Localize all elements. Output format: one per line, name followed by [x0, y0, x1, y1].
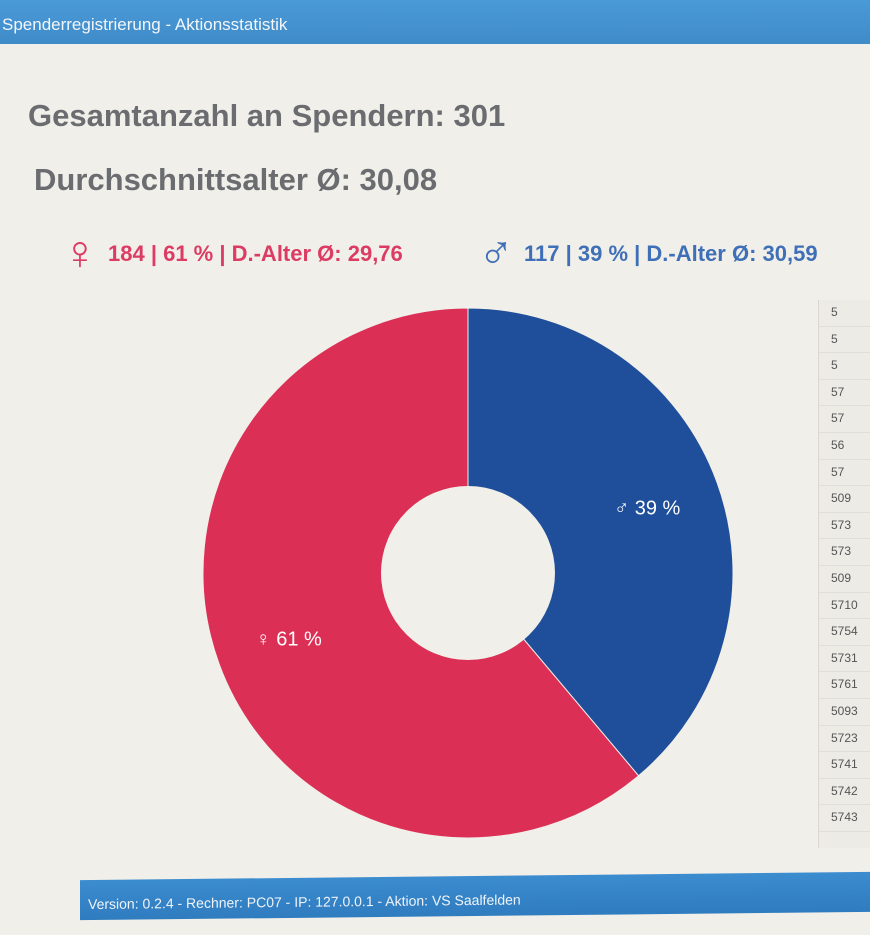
- female-stats: 184 | 61 % | D.-Alter Ø: 29,76: [108, 241, 403, 266]
- list-item[interactable]: 57: [819, 380, 870, 407]
- list-item[interactable]: 573: [819, 513, 870, 540]
- male-stats: 117 | 39 % | D.-Alter Ø: 30,59: [524, 241, 818, 266]
- list-item[interactable]: 509: [819, 566, 870, 593]
- list-item[interactable]: 5731: [819, 646, 870, 673]
- legend-male: ♂ 117 | 39 % | D.-Alter Ø: 30,59: [478, 230, 818, 278]
- list-item[interactable]: 5: [819, 353, 870, 380]
- status-footer: Version: 0.2.4 - Rechner: PC07 - IP: 127…: [80, 871, 870, 921]
- list-item[interactable]: 5093: [819, 699, 870, 726]
- donut-hole: [381, 486, 555, 660]
- list-item[interactable]: 5742: [819, 779, 870, 806]
- list-item[interactable]: 5754: [819, 619, 870, 646]
- title-bar: Spenderregistrierung - Aktionsstatistik: [0, 0, 870, 44]
- slice-label-female: ♀ 61 %: [256, 628, 322, 650]
- list-item[interactable]: 509: [819, 486, 870, 513]
- list-item[interactable]: 5743: [819, 805, 870, 832]
- female-icon: ♀: [62, 227, 98, 280]
- list-item[interactable]: 57: [819, 406, 870, 433]
- slice-label-male: ♂ 39 %: [614, 498, 680, 520]
- list-item[interactable]: 5710: [819, 593, 870, 620]
- side-list[interactable]: 5 5 5 57 57 56 57 509 573 573 509 5710 5754 5731 5761 5…: [818, 300, 870, 848]
- legend-female: ♀ 184 | 61 % | D.-Alter Ø: 29,76: [62, 230, 403, 278]
- male-icon: ♂: [478, 227, 514, 280]
- list-item[interactable]: 5741: [819, 752, 870, 779]
- total-donors: Gesamtanzahl an Spendern: 301: [28, 98, 506, 133]
- list-item[interactable]: 5723: [819, 726, 870, 753]
- average-age: Durchschnittsalter Ø: 30,08: [34, 162, 438, 197]
- slice-male: [467, 307, 734, 777]
- gender-donut-chart: ♂ 39 % ♀ 61 %: [202, 307, 734, 839]
- list-item[interactable]: 57: [819, 460, 870, 487]
- footer-text: Version: 0.2.4 - Rechner: PC07 - IP: 127…: [88, 891, 521, 913]
- list-item[interactable]: 56: [819, 433, 870, 460]
- list-item[interactable]: 5: [819, 327, 870, 354]
- window-title: Spenderregistrierung - Aktionsstatistik: [2, 15, 288, 34]
- list-item[interactable]: 573: [819, 539, 870, 566]
- list-item[interactable]: 5761: [819, 672, 870, 699]
- list-item[interactable]: 5: [819, 300, 870, 327]
